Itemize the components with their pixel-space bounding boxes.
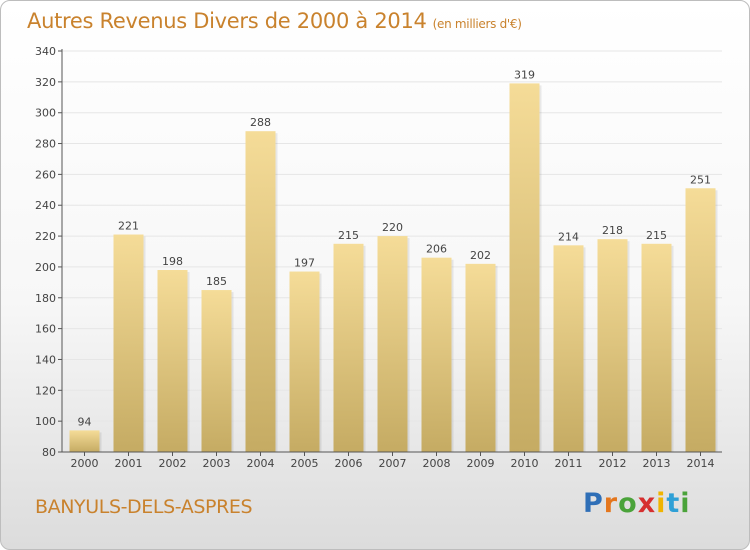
logo-letter: r xyxy=(603,488,619,519)
logo-letter: t xyxy=(666,488,681,519)
x-tick-label: 2005 xyxy=(291,457,319,470)
x-tick-label: 2012 xyxy=(599,457,627,470)
bar xyxy=(421,257,452,452)
data-label: 206 xyxy=(426,243,447,256)
bar xyxy=(245,131,276,452)
x-tick-label: 2013 xyxy=(643,457,671,470)
x-tick-label: 2011 xyxy=(555,457,583,470)
bar xyxy=(377,236,408,452)
y-tick-label: 100 xyxy=(35,415,56,428)
data-label: 202 xyxy=(470,249,491,262)
logo-letter: o xyxy=(618,488,638,519)
data-label: 94 xyxy=(78,415,92,428)
x-tick-label: 2010 xyxy=(511,457,539,470)
x-tick-label: 2009 xyxy=(467,457,495,470)
data-label: 198 xyxy=(162,255,183,268)
data-label: 220 xyxy=(382,221,403,234)
title-text: Autres Revenus Divers de 2000 à 2014 xyxy=(27,9,427,33)
data-label: 221 xyxy=(118,220,139,233)
x-tick-label: 2001 xyxy=(115,457,143,470)
chart-title: Autres Revenus Divers de 2000 à 2014 (en … xyxy=(27,9,522,33)
logo-letter: P xyxy=(583,488,604,519)
logo-letter: x xyxy=(637,488,657,519)
y-tick-label: 320 xyxy=(35,76,56,89)
bar xyxy=(113,234,144,452)
y-tick-label: 340 xyxy=(35,45,56,58)
bar xyxy=(157,270,188,452)
logo-letter: i xyxy=(656,488,667,519)
axes xyxy=(58,49,722,456)
data-label: 214 xyxy=(558,230,579,243)
proxiti-logo: Proxiti xyxy=(583,488,691,519)
data-label: 215 xyxy=(646,229,667,242)
y-tick-label: 80 xyxy=(42,446,56,459)
location-name: BANYULS-DELS-ASPRES xyxy=(35,496,253,518)
data-label: 215 xyxy=(338,229,359,242)
x-tick-label: 2003 xyxy=(203,457,231,470)
y-tick-label: 240 xyxy=(35,199,56,212)
y-tick-label: 260 xyxy=(35,168,56,181)
x-tick-label: 2008 xyxy=(423,457,451,470)
bar xyxy=(465,263,496,452)
x-tick-label: 2004 xyxy=(247,457,275,470)
y-tick-label: 140 xyxy=(35,353,56,366)
chart-subtitle: (en milliers d'€) xyxy=(432,17,522,31)
y-tick-label: 300 xyxy=(35,107,56,120)
data-label: 197 xyxy=(294,257,315,270)
y-tick-label: 160 xyxy=(35,323,56,336)
data-label: 319 xyxy=(514,68,535,81)
y-tick-label: 200 xyxy=(35,261,56,274)
data-label: 251 xyxy=(690,173,711,186)
bar xyxy=(553,245,584,452)
y-tick-label: 180 xyxy=(35,292,56,305)
data-label: 288 xyxy=(250,116,271,129)
x-tick-label: 2002 xyxy=(159,457,187,470)
x-tick-label: 2014 xyxy=(687,457,715,470)
bar xyxy=(289,271,320,452)
bars xyxy=(69,83,718,452)
logo-letter: i xyxy=(680,488,691,519)
x-tick-label: 2007 xyxy=(379,457,407,470)
y-tick-label: 280 xyxy=(35,138,56,151)
x-tick-label: 2006 xyxy=(335,457,363,470)
bar xyxy=(597,239,628,452)
labels: 80 100 120 140 160 180 200 220 240 260 280 300 320 34… xyxy=(35,45,715,470)
y-tick-label: 220 xyxy=(35,230,56,243)
x-tick-label: 2000 xyxy=(71,457,99,470)
bar xyxy=(201,290,232,452)
data-label: 185 xyxy=(206,275,227,288)
bar xyxy=(641,243,672,452)
bar xyxy=(509,83,540,452)
bar xyxy=(685,188,716,452)
y-tick-label: 120 xyxy=(35,384,56,397)
bar xyxy=(333,243,364,452)
data-label: 218 xyxy=(602,224,623,237)
bar xyxy=(69,430,100,452)
